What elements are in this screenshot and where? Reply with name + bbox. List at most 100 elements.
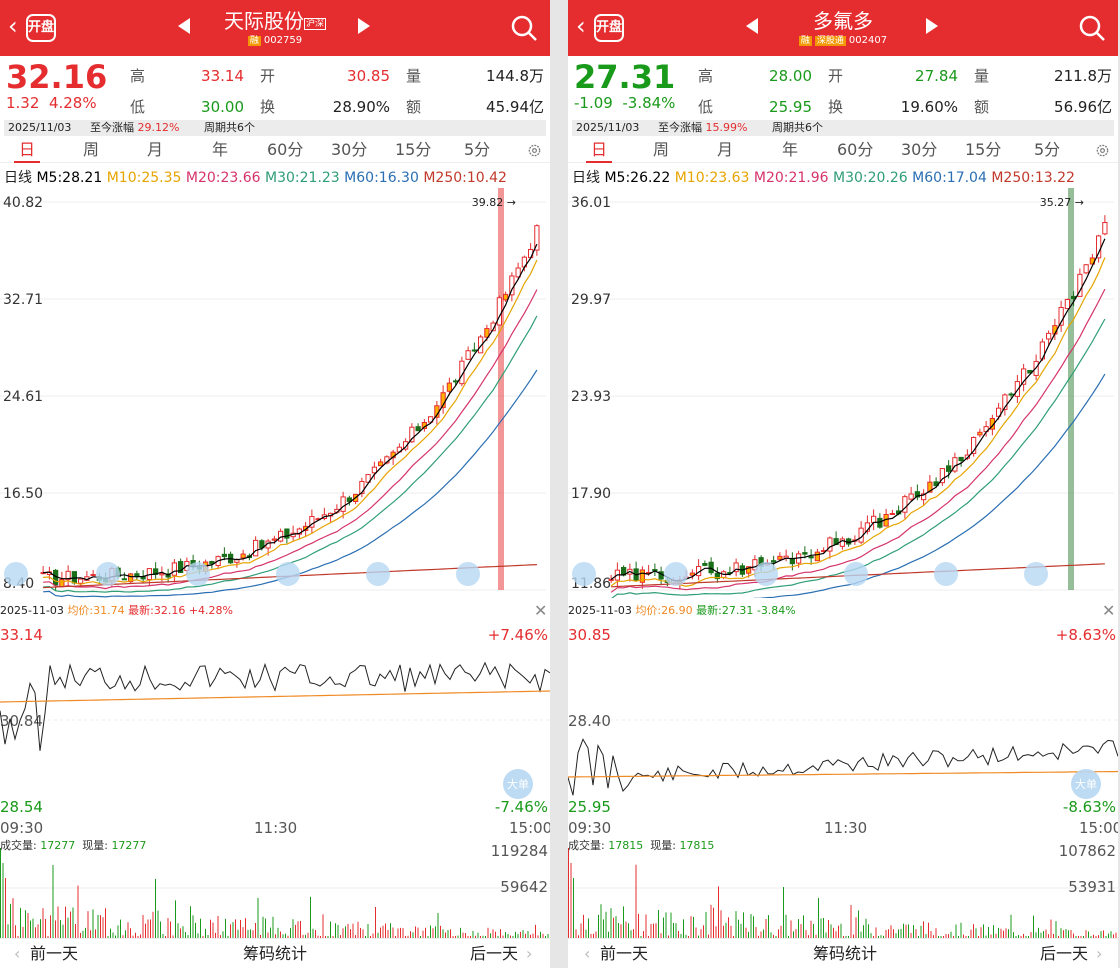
prev-stock-arrow-icon[interactable]: [178, 18, 190, 34]
candle-body: [902, 496, 908, 513]
price-line: [568, 738, 1118, 796]
volume-bar: [387, 929, 389, 938]
volume-bar: [175, 900, 176, 938]
volume-bar: [402, 928, 404, 938]
volume-bar: [150, 919, 151, 938]
volume-bar: [945, 934, 947, 938]
tab-month[interactable]: 月: [717, 140, 734, 159]
volume-bar: [530, 934, 531, 938]
volume-bar: [482, 935, 484, 938]
gear-icon[interactable]: [527, 143, 542, 158]
y-axis-label: 24.61: [3, 389, 43, 405]
tab-week[interactable]: 周: [653, 140, 670, 159]
chart-nav-button: [276, 562, 300, 586]
volume-bar: [505, 932, 506, 938]
tab-day[interactable]: 日: [591, 140, 608, 159]
volume-bar: [515, 931, 516, 938]
intraday-chart[interactable]: 33.14 +7.46% 30.84 28.54 -7.46% 大单: [0, 622, 550, 822]
tab-15min[interactable]: 15分: [965, 140, 1002, 159]
volume-bar: [192, 915, 194, 938]
volume-bar: [540, 931, 541, 938]
volume-bar: [1100, 931, 1102, 938]
intraday-info-bar: 2025-11-03 均价:31.74 最新:32.16 +4.28%: [0, 604, 234, 617]
volume-bar: [267, 932, 269, 938]
volume-bar: [613, 917, 614, 938]
candle-body: [871, 515, 877, 523]
back-button[interactable]: ‹ 开盘: [8, 12, 58, 44]
volume-bar: [67, 917, 69, 938]
tab-5min[interactable]: 5分: [464, 140, 491, 159]
volume-bar: [75, 923, 76, 938]
volume-bar: [410, 931, 411, 938]
volume-bar: [440, 925, 441, 938]
volume-bar: [282, 934, 284, 938]
tab-day[interactable]: 日: [19, 140, 36, 159]
next-day-button[interactable]: 后一天: [1040, 944, 1089, 963]
current-price: 32.16: [6, 58, 108, 96]
prev-stock-arrow-icon[interactable]: [746, 18, 758, 34]
close-icon[interactable]: ✕: [534, 601, 548, 620]
back-chevron-icon: ‹: [576, 12, 586, 40]
volume-bar: [220, 935, 221, 938]
tab-year[interactable]: 年: [782, 140, 799, 159]
volume-bar: [593, 933, 594, 938]
candle-body: [365, 474, 371, 483]
close-icon[interactable]: ✕: [1102, 601, 1116, 620]
volume-bar: [785, 914, 787, 938]
volume-bar: [943, 936, 944, 938]
volume-bar: [92, 909, 94, 938]
volume-bar: [72, 907, 74, 938]
tab-year[interactable]: 年: [212, 140, 229, 159]
back-button[interactable]: ‹ 开盘: [576, 12, 626, 44]
tab-60min[interactable]: 60分: [837, 140, 874, 159]
next-day-button[interactable]: 后一天: [470, 944, 519, 963]
open-market-badge[interactable]: 开盘: [594, 14, 624, 42]
volume-bar: [502, 935, 504, 938]
chip-stats-button[interactable]: 筹码统计: [813, 944, 878, 963]
intraday-chart[interactable]: 30.85 +8.63% 28.40 25.95 -8.63% 大单: [568, 622, 1118, 822]
volume-bar: [988, 926, 989, 938]
open-value: 27.84: [915, 67, 958, 85]
search-icon[interactable]: [1078, 14, 1106, 42]
volume-bar: [325, 936, 326, 938]
volume-bar: [520, 931, 521, 938]
volume-bar: [132, 935, 134, 938]
selected-day-highlight: [1068, 188, 1074, 590]
tab-30min[interactable]: 30分: [901, 140, 938, 159]
volume-bar: [27, 912, 29, 938]
tab-15min[interactable]: 15分: [395, 140, 432, 159]
volume-bar: [1078, 936, 1079, 938]
volume-bar: [545, 936, 546, 938]
tab-30min[interactable]: 30分: [331, 140, 368, 159]
next-stock-arrow-icon[interactable]: [358, 18, 370, 34]
prev-day-button[interactable]: 前一天: [600, 944, 649, 963]
tab-month[interactable]: 月: [147, 140, 164, 159]
gear-icon[interactable]: [1095, 143, 1110, 158]
tab-5min[interactable]: 5分: [1034, 140, 1061, 159]
open-market-badge[interactable]: 开盘: [26, 14, 56, 42]
volume-bar: [840, 923, 842, 938]
candle-body: [814, 551, 820, 562]
volume-bar: [1073, 933, 1074, 938]
tab-60min[interactable]: 60分: [267, 140, 304, 159]
next-stock-arrow-icon[interactable]: [926, 18, 938, 34]
search-icon[interactable]: [510, 14, 538, 42]
stock-code: 融 002759: [247, 35, 303, 46]
intraday-bottom-price: 28.54: [0, 798, 43, 816]
prev-day-button[interactable]: 前一天: [30, 944, 79, 963]
volume-bar: [250, 929, 251, 938]
margin-tag: 融: [247, 36, 261, 46]
volume-bar: [1103, 930, 1104, 938]
volume-bar: [235, 919, 236, 938]
volume-bar: [700, 929, 702, 938]
candle-body: [59, 579, 65, 588]
chip-stats-button[interactable]: 筹码统计: [243, 944, 308, 963]
big-order-button: [503, 769, 533, 799]
candle-body: [946, 465, 952, 472]
tab-week[interactable]: 周: [83, 140, 100, 159]
period-count: 周期共6个: [772, 121, 823, 134]
header-bar: ‹ 开盘 多氟多 融深股通 002407: [568, 0, 1118, 56]
volume-bar: [372, 933, 374, 938]
